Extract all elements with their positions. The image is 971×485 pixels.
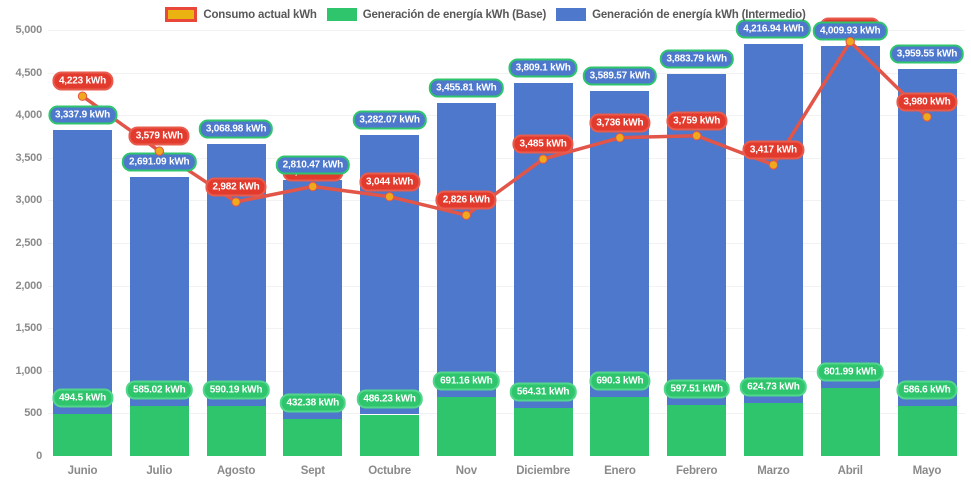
label-intermedio-diciembre: 3,809.1 kWh	[508, 58, 578, 78]
label-intermedio-nov: 3,455.81 kWh	[429, 78, 504, 98]
bar-intermedio-nov[interactable]	[436, 102, 496, 398]
bar-base-marzo[interactable]	[743, 402, 803, 456]
base-swatch-icon	[326, 8, 357, 21]
label-consumo-junio: 4,223 kWh	[51, 71, 114, 91]
label-base-sept: 432.38 kWh	[279, 393, 347, 413]
label-consumo-octubre: 3,044 kWh	[359, 172, 421, 192]
label-intermedio-agosto: 3,068.98 kWh	[198, 119, 274, 139]
label-base-abril: 801.99 kWh	[816, 362, 884, 382]
y-axis-tick-label: 2,000	[15, 279, 42, 292]
gridline-500	[48, 413, 965, 415]
x-axis-label-marzo: Marzo	[757, 465, 790, 477]
consumo-point-junio[interactable]	[77, 91, 88, 101]
x-axis-label-julio: Julio	[146, 465, 173, 477]
label-intermedio-julio: 2,691.09 kWh	[122, 152, 197, 172]
label-intermedio-febrero: 3,883.79 kWh	[659, 49, 734, 69]
bar-intermedio-marzo[interactable]	[743, 43, 803, 403]
legend-label-intermedio: Generación de energía kWh (Intermedio)	[592, 8, 806, 21]
label-consumo-nov: 2,826 kWh	[435, 190, 497, 210]
x-axis-label-abril: Abril	[837, 465, 863, 477]
y-axis-tick-label: 500	[24, 407, 42, 420]
label-consumo-marzo: 3,417 kWh	[742, 140, 804, 160]
x-axis-label-enero: Enero	[604, 465, 636, 477]
label-consumo-diciembre: 3,485 kWh	[512, 134, 574, 154]
bar-intermedio-enero[interactable]	[590, 91, 650, 398]
x-axis-label-nov: Nov	[455, 465, 477, 477]
bar-base-octubre[interactable]	[360, 414, 420, 456]
bar-base-sept[interactable]	[283, 419, 343, 456]
gridline-1,500	[48, 328, 965, 330]
bar-base-enero[interactable]	[590, 397, 650, 456]
legend-item-consumo[interactable]: Consumo actual kWh	[165, 7, 317, 22]
bar-base-agosto[interactable]	[206, 405, 266, 456]
gridline-1,000	[48, 370, 965, 372]
bar-base-diciembre[interactable]	[513, 407, 573, 456]
x-axis-label-sept: Sept	[300, 465, 325, 477]
label-base-junio: 494.5 kWh	[51, 388, 114, 408]
y-axis-tick-label: 3,500	[15, 151, 42, 164]
consumo-swatch-icon	[165, 7, 198, 22]
x-axis-label-mayo: Mayo	[912, 465, 942, 477]
bar-base-julio[interactable]	[129, 406, 189, 456]
label-base-marzo: 624.73 kWh	[740, 377, 807, 397]
bar-intermedio-junio[interactable]	[53, 129, 112, 414]
label-intermedio-enero: 3,589.57 kWh	[582, 66, 658, 86]
x-axis-label-diciembre: Diciembre	[516, 465, 571, 477]
gridline-2,500	[48, 243, 965, 244]
y-axis-tick-label: 4,000	[15, 109, 42, 122]
bar-base-mayo[interactable]	[897, 406, 957, 456]
y-axis-tick-label: 3,000	[15, 194, 42, 207]
label-intermedio-mayo: 3,959.55 kWh	[889, 44, 965, 64]
label-intermedio-abril: 4,009.93 kWh	[812, 21, 888, 41]
legend-label-consumo: Consumo actual kWh	[203, 8, 317, 21]
label-consumo-enero: 3,736 kWh	[589, 113, 651, 133]
bar-base-abril[interactable]	[820, 387, 880, 456]
label-intermedio-junio: 3,337.9 kWh	[47, 105, 118, 124]
label-base-enero: 690.3 kWh	[589, 371, 651, 391]
legend-item-intermedio[interactable]: Generación de energía kWh (Intermedio)	[556, 8, 806, 21]
label-intermedio-octubre: 3,282.07 kWh	[352, 110, 427, 130]
label-intermedio-sept: 2,810.47 kWh	[275, 155, 351, 175]
bar-intermedio-mayo[interactable]	[897, 68, 957, 407]
label-consumo-julio: 3,579 kWh	[128, 126, 190, 146]
y-axis-tick-label: 1,500	[15, 322, 42, 335]
label-consumo-mayo: 3,980 kWh	[896, 92, 958, 112]
bar-intermedio-abril[interactable]	[820, 46, 880, 388]
y-axis-tick-label: 1,000	[15, 364, 42, 377]
x-axis-label-agosto: Agosto	[216, 465, 256, 477]
bar-base-nov[interactable]	[436, 397, 496, 456]
y-axis-tick-label: 0	[36, 450, 42, 462]
label-base-diciembre: 564.31 kWh	[509, 382, 577, 402]
x-axis-label-junio: Junio	[67, 465, 98, 477]
label-base-nov: 691.16 kWh	[433, 371, 500, 391]
intermedio-swatch-icon	[556, 8, 587, 21]
gridline-2,000	[48, 285, 965, 287]
label-base-julio: 585.02 kWh	[126, 380, 193, 400]
gridline-5,000	[48, 30, 965, 31]
y-axis-tick-label: 5,000	[15, 24, 42, 36]
bar-intermedio-sept[interactable]	[283, 179, 343, 420]
label-base-agosto: 590.19 kWh	[202, 380, 270, 400]
y-axis-tick-label: 4,500	[15, 66, 42, 79]
x-axis-label-febrero: Febrero	[675, 465, 718, 477]
label-base-octubre: 486.23 kWh	[356, 389, 423, 409]
bar-base-febrero[interactable]	[667, 405, 727, 456]
legend-item-base[interactable]: Generación de energía kWh (Base)	[326, 8, 547, 21]
label-intermedio-marzo: 4,216.94 kWh	[736, 19, 811, 38]
bar-intermedio-diciembre[interactable]	[513, 83, 573, 408]
x-axis-label-octubre: Octubre	[368, 465, 411, 477]
label-base-febrero: 597.51 kWh	[663, 379, 730, 399]
bar-intermedio-julio[interactable]	[129, 176, 189, 407]
chart-legend: Consumo actual kWh Generación de energía…	[0, 7, 971, 22]
label-base-mayo: 586.6 kWh	[896, 380, 958, 400]
y-axis-tick-label: 2,500	[15, 237, 42, 249]
legend-label-base: Generación de energía kWh (Base)	[362, 8, 547, 21]
label-consumo-agosto: 2,982 kWh	[205, 177, 267, 197]
label-consumo-febrero: 3,759 kWh	[666, 111, 728, 131]
bar-base-junio[interactable]	[53, 413, 112, 456]
